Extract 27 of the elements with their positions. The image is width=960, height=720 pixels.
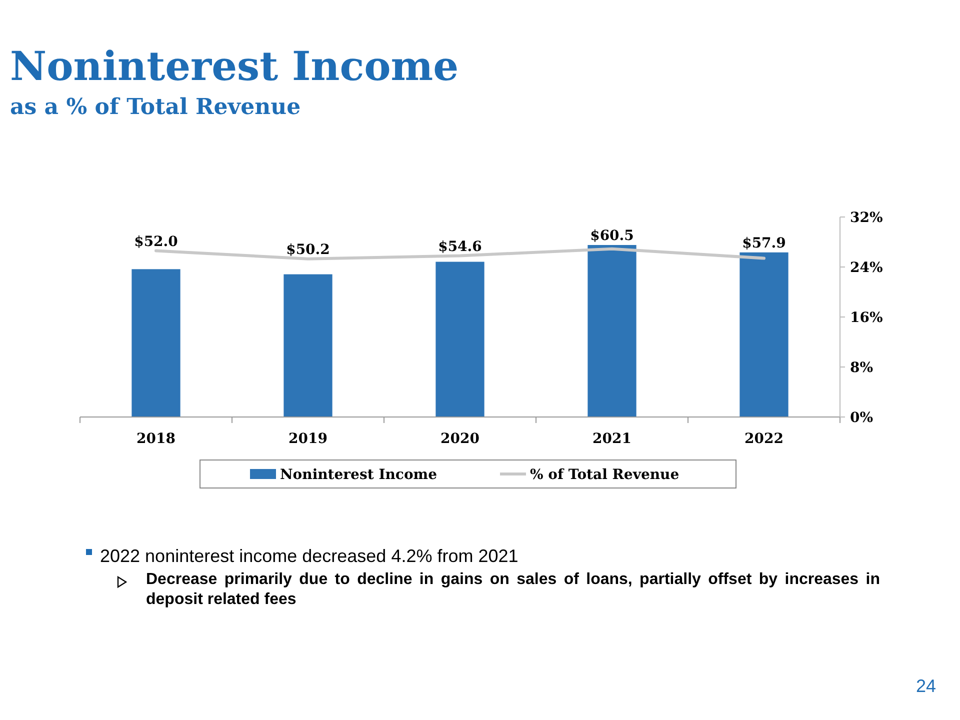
x-tick-label: 2019 <box>288 431 328 447</box>
text: 2022 noninterest income decreased 4.2% from 2021 <box>100 546 518 566</box>
text: Decrease primarily due to decline in gains on sales of loans, partially offset by increases in deposit related fees <box>146 570 880 610</box>
y2-tick-label: 0% <box>850 410 874 426</box>
data-label: $54.6 <box>438 238 482 255</box>
bar <box>588 245 636 417</box>
data-label: $57.9 <box>742 235 786 252</box>
chart-title: Noninterest Income <box>10 43 459 90</box>
data-label: $50.2 <box>286 242 330 258</box>
y2-tick-label: 24% <box>850 260 883 276</box>
bar <box>132 269 180 417</box>
x-tick-label: 2022 <box>744 431 784 447</box>
x-tick-label: 2018 <box>136 431 176 447</box>
y2-tick-label: 16% <box>850 310 883 326</box>
y2-tick-label: 32% <box>850 210 883 226</box>
legend-label: Noninterest Income <box>280 467 438 483</box>
x-tick-label: 2021 <box>592 431 632 447</box>
y2-tick-label: 8% <box>850 360 874 376</box>
data-label: $60.5 <box>590 228 634 244</box>
bar <box>740 252 788 417</box>
text: 24 <box>916 676 936 696</box>
x-tick-label: 2020 <box>440 431 480 447</box>
bar <box>436 262 484 417</box>
bar <box>284 274 332 417</box>
data-label: $52.0 <box>134 234 178 250</box>
legend-label: % of Total Revenue <box>530 467 680 483</box>
chart-subtitle: as a % of Total Revenue <box>10 94 301 120</box>
